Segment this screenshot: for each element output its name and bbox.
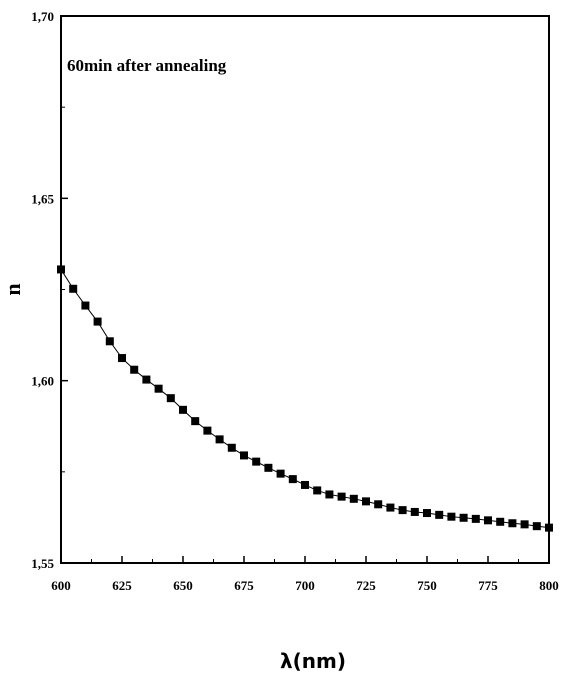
x-tick-label: 600 (51, 578, 71, 593)
y-tick-label: 1,70 (31, 9, 54, 24)
data-point (289, 475, 297, 483)
data-point (411, 508, 419, 516)
x-tick-label: 775 (478, 578, 498, 593)
data-point (264, 464, 272, 472)
data-point (350, 495, 358, 503)
data-point (313, 486, 321, 494)
plot-frame (61, 16, 549, 563)
data-point (216, 435, 224, 443)
data-point (155, 385, 163, 393)
data-point (496, 518, 504, 526)
data-points (57, 265, 553, 531)
data-point (130, 366, 138, 374)
data-point (423, 509, 431, 517)
tick-labels: 600 625 650 675 700 725 750 775 800 1,55 1,60 1,65 1… (31, 9, 559, 593)
data-point (81, 302, 89, 310)
data-point (338, 493, 346, 501)
data-point (362, 497, 370, 505)
data-point (277, 470, 285, 478)
data-point (118, 354, 126, 362)
y-tick-label: 1,60 (31, 374, 54, 389)
data-point (106, 337, 114, 345)
data-point (521, 520, 529, 528)
data-point (460, 514, 468, 522)
data-point (228, 444, 236, 452)
y-tick-label: 1,65 (31, 191, 54, 206)
x-tick-label: 750 (417, 578, 437, 593)
data-point (179, 406, 187, 414)
y-axis-title: n (0, 283, 25, 295)
data-point (252, 458, 260, 466)
data-point (508, 519, 516, 527)
data-point (301, 481, 309, 489)
axis-ticks (61, 16, 549, 563)
data-point (386, 504, 394, 512)
data-point (94, 318, 102, 326)
data-point (435, 511, 443, 519)
x-tick-label: 650 (173, 578, 193, 593)
x-tick-label: 800 (539, 578, 559, 593)
data-point (374, 500, 382, 508)
x-axis-title: λ(nm) (280, 649, 346, 673)
data-point (203, 427, 211, 435)
data-point (240, 451, 248, 459)
data-point (191, 417, 199, 425)
x-tick-label: 725 (356, 578, 376, 593)
data-point (325, 490, 333, 498)
data-point (69, 285, 77, 293)
data-point (484, 516, 492, 524)
x-tick-label: 700 (295, 578, 315, 593)
y-tick-label: 1,55 (31, 556, 54, 571)
x-tick-label: 675 (234, 578, 254, 593)
data-point (472, 515, 480, 523)
data-point (533, 522, 541, 530)
data-point (447, 513, 455, 521)
data-point (399, 506, 407, 514)
x-tick-label: 625 (112, 578, 132, 593)
data-point (142, 376, 150, 384)
chart-annotation: 60min after annealing (67, 56, 227, 75)
data-point (167, 394, 175, 402)
